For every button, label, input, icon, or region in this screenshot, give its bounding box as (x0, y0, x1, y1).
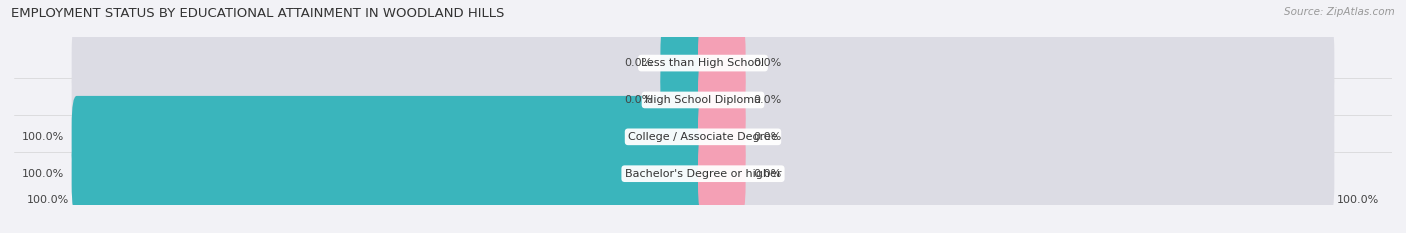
FancyBboxPatch shape (661, 59, 709, 141)
FancyBboxPatch shape (697, 133, 745, 215)
Text: 0.0%: 0.0% (624, 95, 652, 105)
Text: College / Associate Degree: College / Associate Degree (628, 132, 778, 142)
FancyBboxPatch shape (72, 133, 709, 215)
Text: 0.0%: 0.0% (754, 58, 782, 68)
Text: High School Diploma: High School Diploma (645, 95, 761, 105)
FancyBboxPatch shape (697, 96, 745, 178)
Text: 100.0%: 100.0% (1337, 195, 1379, 205)
FancyBboxPatch shape (697, 133, 1334, 215)
Text: 100.0%: 100.0% (22, 132, 65, 142)
Text: 0.0%: 0.0% (624, 58, 652, 68)
FancyBboxPatch shape (72, 59, 709, 141)
Text: 100.0%: 100.0% (27, 195, 69, 205)
FancyBboxPatch shape (72, 96, 709, 178)
Text: Source: ZipAtlas.com: Source: ZipAtlas.com (1284, 7, 1395, 17)
Text: EMPLOYMENT STATUS BY EDUCATIONAL ATTAINMENT IN WOODLAND HILLS: EMPLOYMENT STATUS BY EDUCATIONAL ATTAINM… (11, 7, 505, 20)
FancyBboxPatch shape (72, 96, 709, 178)
FancyBboxPatch shape (697, 59, 745, 141)
FancyBboxPatch shape (697, 22, 745, 104)
FancyBboxPatch shape (661, 22, 709, 104)
FancyBboxPatch shape (697, 22, 1334, 104)
Text: Bachelor's Degree or higher: Bachelor's Degree or higher (624, 169, 782, 179)
FancyBboxPatch shape (697, 96, 1334, 178)
Text: Less than High School: Less than High School (641, 58, 765, 68)
FancyBboxPatch shape (72, 133, 709, 215)
Text: 0.0%: 0.0% (754, 132, 782, 142)
Text: 100.0%: 100.0% (22, 169, 65, 179)
FancyBboxPatch shape (697, 59, 1334, 141)
Text: 0.0%: 0.0% (754, 169, 782, 179)
FancyBboxPatch shape (72, 22, 709, 104)
Text: 0.0%: 0.0% (754, 95, 782, 105)
